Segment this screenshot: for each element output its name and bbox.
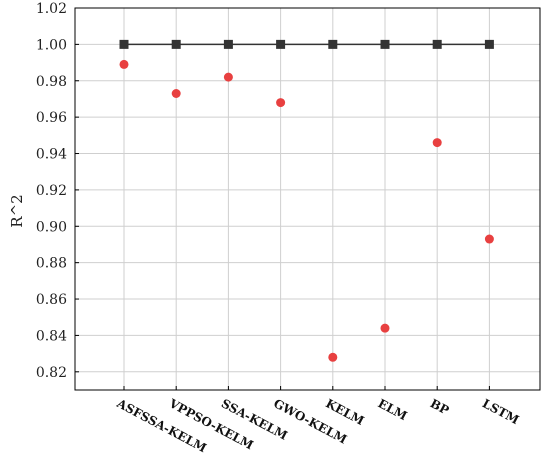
square-marker [380,39,390,49]
x-tick-label: LSTM [480,396,521,427]
square-marker [276,39,286,49]
square-marker [432,39,442,49]
plot-area [74,7,541,391]
data-point [328,352,338,362]
data-point [484,234,494,244]
y-tick-label: 0.94 [36,147,67,163]
square-marker [328,39,338,49]
data-point [276,98,286,108]
y-tick-label: 0.86 [36,292,67,308]
data-point [432,138,442,148]
y-tick-label: 1.02 [36,1,67,17]
y-tick-label: 0.88 [36,256,67,272]
x-tick-label: ELM [376,396,410,423]
y-tick-label: 0.98 [36,74,67,90]
y-tick-label: 1.00 [36,37,67,53]
data-point [171,88,181,98]
y-axis: 0.82 0.84 0.86 0.88 0.90 0.92 0.94 0.96 0.98 1.00… [36,1,79,381]
data-point [380,323,390,333]
y-tick-label: 0.92 [36,183,67,199]
x-axis: ASFSSA-KELMVPPSO-KELMSSA-KELMGWO-KELMKEL… [114,386,521,455]
data-point [119,59,129,69]
x-tick-label: BP [428,396,452,417]
y-tick-label: 0.84 [36,328,67,344]
x-tick-label: ASFSSA-KELM [114,396,209,455]
square-marker [171,39,181,49]
square-marker [223,39,233,49]
series [119,39,494,362]
y-axis-label: R^2 [8,194,26,227]
data-point [223,72,233,82]
square-marker [484,39,494,49]
y-tick-label: 0.96 [36,110,67,126]
square-marker [119,39,129,49]
y-tick-label: 0.90 [36,219,67,235]
grid [75,7,540,390]
y-tick-label: 0.82 [36,365,67,381]
